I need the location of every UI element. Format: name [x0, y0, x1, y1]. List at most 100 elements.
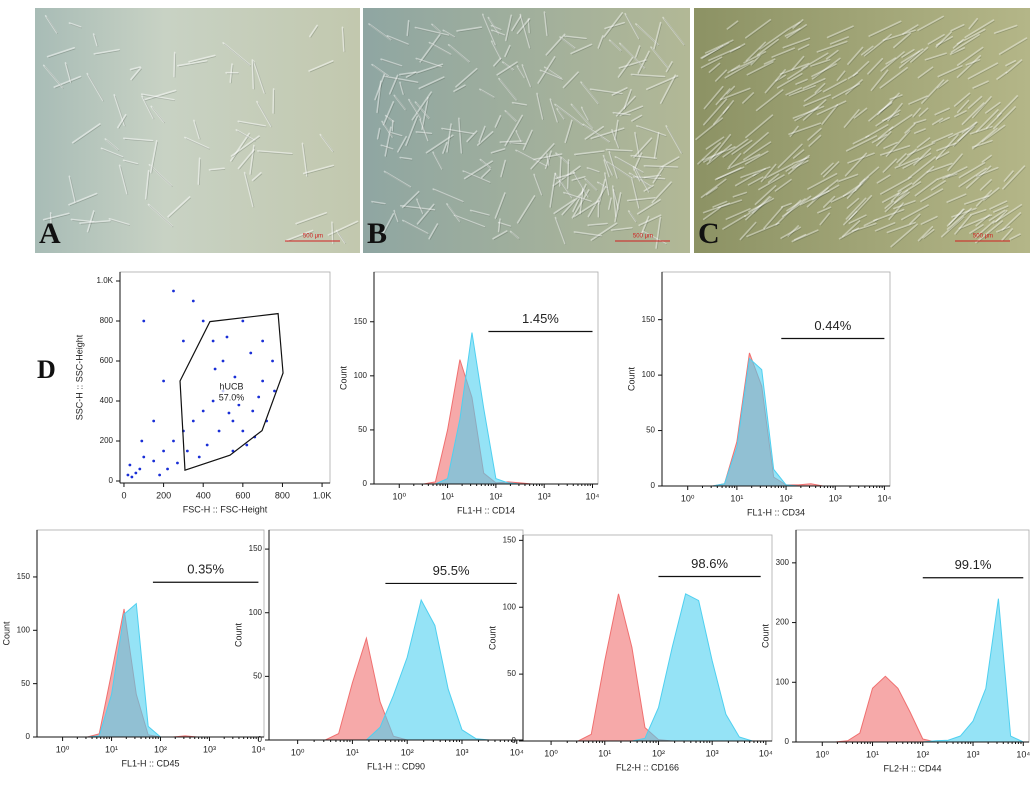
- y-tick-label: 0: [26, 732, 31, 741]
- y-tick-label: 150: [17, 572, 31, 581]
- x-axis-label: FL1-H :: CD45: [121, 758, 179, 768]
- scatter-point: [245, 444, 248, 447]
- y-tick-label: 200: [776, 618, 790, 627]
- x-tick-label: 200: [156, 490, 171, 500]
- scatter-point: [237, 404, 240, 407]
- gate-label: hUCB: [220, 381, 244, 391]
- x-tick-label: 10²: [780, 493, 793, 503]
- scatter-point: [206, 444, 209, 447]
- y-tick-label: 50: [358, 425, 367, 434]
- gate-value: 57.0%: [219, 392, 245, 402]
- histogram-area: [399, 333, 592, 484]
- y-tick-label: 50: [646, 426, 655, 435]
- scale-bar-label: 500 μm: [633, 234, 653, 240]
- scatter-point: [228, 412, 231, 415]
- plot-frame: [37, 530, 264, 737]
- y-tick-label: 100: [354, 371, 368, 380]
- x-tick-label: 10¹: [730, 493, 743, 503]
- x-tick-label: 1.0K: [313, 490, 332, 500]
- plot-frame: [523, 535, 772, 741]
- panel-label: C: [698, 217, 720, 250]
- scatter-point: [241, 320, 244, 323]
- histogram-area: [399, 360, 592, 484]
- histogram-area: [551, 594, 766, 741]
- scatter-point: [261, 340, 264, 343]
- panel-label: A: [39, 217, 61, 250]
- y-tick-label: 800: [100, 316, 114, 325]
- scatter-point: [162, 380, 165, 383]
- cell: [273, 89, 274, 113]
- scatter-point: [172, 440, 175, 443]
- scatter-point: [241, 430, 244, 433]
- cell: [174, 52, 175, 76]
- scatter-point: [232, 420, 235, 423]
- y-tick-label: 50: [253, 671, 262, 680]
- scatter-point: [152, 420, 155, 423]
- x-axis-label: FL2-H :: CD166: [616, 762, 679, 772]
- x-tick-label: 10²: [652, 748, 665, 758]
- y-tick-label: 1.0K: [97, 276, 114, 285]
- x-tick-label: 10²: [489, 491, 502, 501]
- x-tick-label: 10³: [203, 744, 216, 754]
- panel-label: D: [37, 355, 56, 384]
- scatter-point: [142, 456, 145, 459]
- y-axis-label: SSC-H :: SSC-Height: [74, 334, 84, 420]
- x-tick-label: 10²: [154, 744, 167, 754]
- scatter-point: [222, 360, 225, 363]
- y-axis-label: Count: [760, 624, 770, 649]
- scatter-point: [251, 410, 254, 413]
- scatter-point: [127, 474, 130, 477]
- y-tick-label: 150: [642, 315, 656, 324]
- x-tick-label: 10⁴: [877, 493, 891, 503]
- x-tick-label: 10³: [706, 748, 719, 758]
- scatter-point: [212, 400, 215, 403]
- scatter-point: [142, 320, 145, 323]
- scatter-point: [134, 472, 137, 475]
- scatter-point: [176, 462, 179, 465]
- histogram-area: [822, 599, 1023, 742]
- x-tick-label: 10¹: [105, 744, 118, 754]
- scatter-point: [172, 290, 175, 293]
- y-tick-label: 100: [642, 370, 656, 379]
- x-tick-label: 10⁴: [1016, 749, 1030, 759]
- y-tick-label: 0: [651, 481, 656, 490]
- x-tick-label: 10¹: [441, 491, 454, 501]
- cell: [392, 121, 393, 131]
- scatter-point: [212, 340, 215, 343]
- y-tick-label: 0: [785, 737, 790, 746]
- gate-value: 99.1%: [955, 557, 992, 572]
- x-tick-label: 10²: [916, 749, 929, 759]
- x-tick-label: 10³: [967, 749, 980, 759]
- scatter-point: [257, 396, 260, 399]
- scatter-point: [182, 340, 185, 343]
- scatter-point: [162, 450, 165, 453]
- x-tick-label: 10³: [455, 747, 468, 757]
- y-tick-label: 150: [249, 544, 263, 553]
- scatter-point: [158, 474, 161, 477]
- micrograph: [35, 8, 360, 253]
- scale-bar-label: 500 μm: [973, 234, 993, 240]
- y-tick-label: 100: [503, 602, 517, 611]
- plot-frame: [662, 272, 890, 486]
- scatter-point: [202, 410, 205, 413]
- scatter-point: [138, 468, 141, 471]
- gate-value: 1.45%: [522, 311, 559, 326]
- scatter-point: [129, 464, 132, 467]
- scale-bar-label: 500 μm: [303, 234, 323, 240]
- x-tick-label: 10⁰: [56, 744, 70, 754]
- y-tick-label: 600: [100, 356, 114, 365]
- x-axis-label: FL2-H :: CD44: [883, 763, 941, 773]
- gate-value: 0.35%: [187, 562, 224, 577]
- x-tick-label: 10²: [401, 747, 414, 757]
- scatter-point: [192, 300, 195, 303]
- scatter-point: [214, 368, 217, 371]
- y-tick-label: 50: [21, 679, 30, 688]
- x-tick-label: 0: [121, 490, 126, 500]
- scatter-point: [166, 468, 169, 471]
- x-tick-label: 10³: [538, 491, 551, 501]
- panel-label: B: [367, 217, 387, 250]
- histogram-area: [63, 604, 259, 737]
- x-axis-label: FSC-H :: FSC-Height: [183, 504, 268, 514]
- x-tick-label: 10¹: [866, 749, 879, 759]
